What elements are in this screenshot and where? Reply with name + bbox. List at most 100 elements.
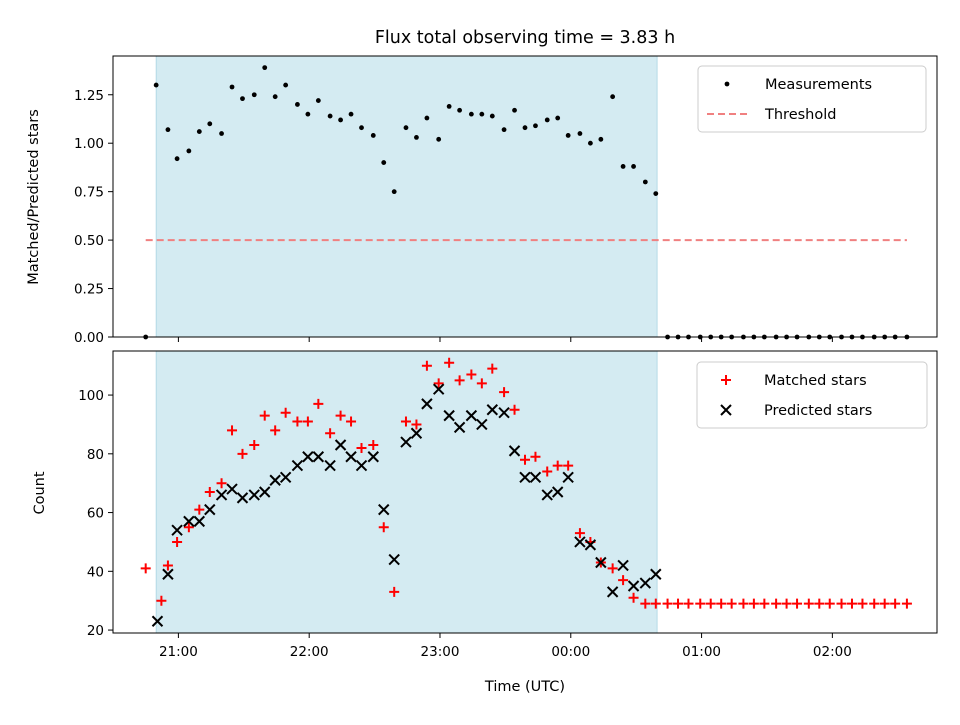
measurements-point [436,136,442,142]
predicted-stars-point [355,459,368,472]
predicted-stars-point [248,489,260,501]
predicted-stars-point [627,580,640,592]
legend-predicted-stars-swatch [720,404,732,416]
predicted-stars-point [269,474,281,486]
top-legend: Measurements Threshold [697,65,927,133]
legend-predicted-stars-label: Predicted stars [764,403,872,419]
measurements-point [512,107,517,113]
predicted-stars-point [476,418,488,431]
measurements-point [489,113,495,119]
predicted-stars-point [421,398,433,410]
matched-stars-point [444,357,455,368]
x-tick-label: 02:00 [813,644,852,660]
matched-stars-point [846,598,857,609]
predicted-stars-point [650,568,662,580]
measurements-point [272,94,278,100]
predicted-stars-point [324,459,336,472]
matched-stars-point [466,369,477,380]
matched-stars-point [628,592,639,603]
measurements-point [587,140,593,146]
predicted-stars-point [519,471,531,484]
measurements-point [251,92,257,98]
matched-stars-point [836,598,847,609]
x-tick-label: 00:00 [551,644,590,660]
measurements-point [457,107,463,113]
y-tick-label: 0.50 [74,233,104,249]
predicted-stars-point [410,427,423,439]
matched-stars-point [204,487,215,497]
matched-stars-point [530,451,541,462]
y-tick-label: 100 [78,388,104,404]
measurements-point [391,189,397,195]
x-tick-label: 01:00 [682,644,721,660]
matched-stars-point [335,410,346,421]
predicted-stars-point [236,492,249,504]
matched-stars-point [302,416,313,427]
matched-stars-point [411,419,422,430]
matched-stars-point [346,416,357,427]
matched-stars-point [499,387,510,398]
top-panel: 0.00 0.25 0.50 0.75 1.00 1.25 Flux total obse… [26,28,938,346]
legend-threshold-label: Threshold [764,107,836,123]
matched-stars-point [879,598,890,609]
matched-stars-point [156,595,167,606]
matched-stars-point [640,598,651,609]
measurements-point [186,148,192,154]
legend-measurements-swatch [724,81,730,87]
x-tick-label: 22:00 [290,644,329,660]
measurements-point [501,127,507,133]
matched-stars-point [237,448,248,459]
matched-stars-point [738,598,749,609]
matched-stars-point [259,410,270,421]
measurements-point [283,82,289,88]
matched-stars-point [194,504,205,515]
measurements-point [295,102,300,107]
predicted-stars-point [378,503,390,516]
predicted-stars-point [551,486,564,498]
predicted-stars-point [183,515,195,528]
matched-stars-point [726,598,737,609]
matched-stars-point [618,575,629,586]
predicted-stars-point [151,615,164,627]
bottom-y-axis-label: Count [32,471,48,514]
matched-stars-point [607,563,618,574]
matched-stars-point [759,598,770,609]
predicted-stars-point [508,445,521,457]
observing-window-span [155,350,658,634]
measurements-point [577,131,583,136]
predicted-stars-point [388,553,400,566]
predicted-stars-point [367,451,379,463]
matched-stars-point [824,598,835,609]
bottom-legend: Matched stars Predicted stars [696,361,928,429]
matched-stars-point [487,363,498,374]
matched-stars-point [683,598,694,609]
predicted-stars-point [606,586,619,598]
y-tick-label: 1.25 [74,88,104,104]
y-tick-label: 60 [87,506,104,522]
measurements-point [165,127,171,133]
predicted-stars-point [226,483,238,495]
matched-stars-point [325,428,336,439]
legend-matched-stars-label: Matched stars [764,373,867,389]
predicted-stars-point [498,406,510,419]
top-panel-frame [112,55,938,338]
matched-stars-point [857,598,868,609]
matched-stars-point [771,598,782,609]
measurements-point [262,65,268,71]
matched-stars-point [313,398,324,409]
measurements-point [207,121,213,127]
measurements-point [229,84,235,90]
y-tick-label: 1.00 [74,136,104,152]
matched-stars-point [140,563,151,574]
matched-stars-point [890,598,901,609]
matched-stars-point [705,598,716,609]
matched-stars-point [421,360,432,371]
predicted-stars-point [453,421,466,434]
measurements-point [153,82,159,88]
predicted-stars-point [259,486,271,498]
predicted-stars-point [529,471,542,484]
predicted-stars-point [400,436,412,448]
y-tick-label: 40 [87,564,104,580]
predicted-stars-point [162,568,174,580]
x-tick-label: 21:00 [159,644,198,660]
